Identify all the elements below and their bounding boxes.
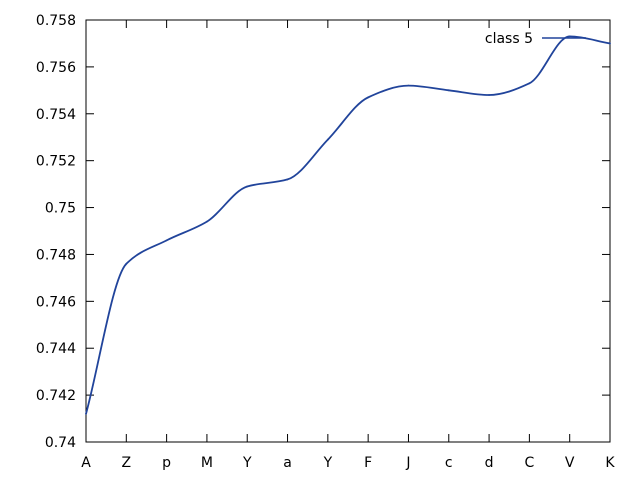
x-tick-label: Z <box>122 455 132 471</box>
data-point <box>85 412 87 415</box>
data-point <box>609 42 611 45</box>
data-point <box>206 220 208 223</box>
x-tick-label: Y <box>242 455 252 471</box>
series-line <box>85 35 611 415</box>
data-point <box>568 35 571 38</box>
y-tick-label: 0.752 <box>36 154 76 170</box>
y-tick-label: 0.744 <box>36 341 76 357</box>
y-tick-label: 0.754 <box>36 107 76 123</box>
data-point <box>286 178 289 181</box>
legend-label: class 5 <box>485 31 533 47</box>
plot-frame <box>85 19 611 443</box>
x-tick-label: Y <box>323 455 333 471</box>
y-tick-label: 0.742 <box>36 388 76 404</box>
y-tick-label: 0.746 <box>36 294 76 310</box>
y-tick-label: 0.74 <box>45 435 76 451</box>
x-tick-label: p <box>162 455 171 471</box>
data-point <box>407 84 410 87</box>
axes: 0.74 0.742 0.744 0.746 0.748 0.75 0.752 0.754 0.… <box>36 13 616 471</box>
data-point <box>165 239 168 242</box>
x-tick-label: c <box>445 455 453 471</box>
y-tick-label: 0.756 <box>36 60 76 76</box>
y-tick-label: 0.758 <box>36 13 76 29</box>
x-tick-label: A <box>81 455 91 471</box>
data-point <box>488 94 490 96</box>
data-point <box>447 89 450 92</box>
y-tick-label: 0.748 <box>36 247 76 263</box>
legend: class 5 <box>485 31 586 47</box>
data-point <box>246 185 249 188</box>
x-tick-label: J <box>405 455 410 471</box>
data-point <box>367 96 370 99</box>
data-point <box>528 82 531 85</box>
x-tick-label: C <box>524 455 534 471</box>
series-layer <box>85 35 611 415</box>
x-tick-label: K <box>605 455 615 471</box>
y-tick-label: 0.75 <box>45 201 76 217</box>
x-tick-label: a <box>283 455 292 471</box>
x-tick-label: V <box>565 455 575 471</box>
data-point <box>125 262 128 265</box>
x-tick-label: F <box>364 455 372 471</box>
data-point <box>326 138 329 141</box>
x-tick-label: M <box>201 455 213 471</box>
x-tick-label: d <box>485 455 494 471</box>
